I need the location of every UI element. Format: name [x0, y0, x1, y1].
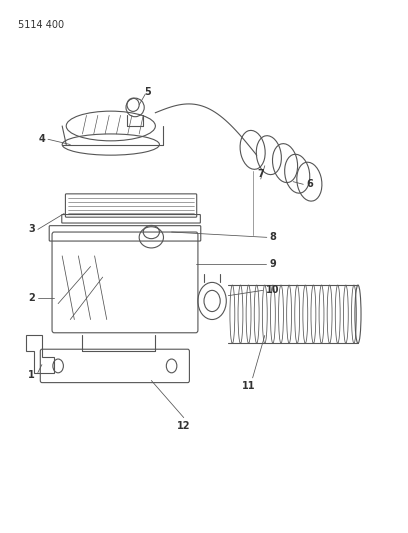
Text: 3: 3: [29, 224, 35, 235]
Text: 9: 9: [270, 259, 276, 269]
Text: 8: 8: [269, 232, 276, 243]
Text: 2: 2: [29, 293, 35, 303]
Text: 10: 10: [266, 285, 279, 295]
Text: 5: 5: [144, 86, 151, 96]
Text: 11: 11: [242, 381, 255, 391]
Text: 12: 12: [177, 421, 191, 431]
Text: 1: 1: [29, 370, 35, 380]
Text: 6: 6: [306, 179, 313, 189]
Text: 5114 400: 5114 400: [18, 20, 64, 30]
Text: 7: 7: [257, 169, 264, 179]
Text: 4: 4: [38, 134, 45, 144]
